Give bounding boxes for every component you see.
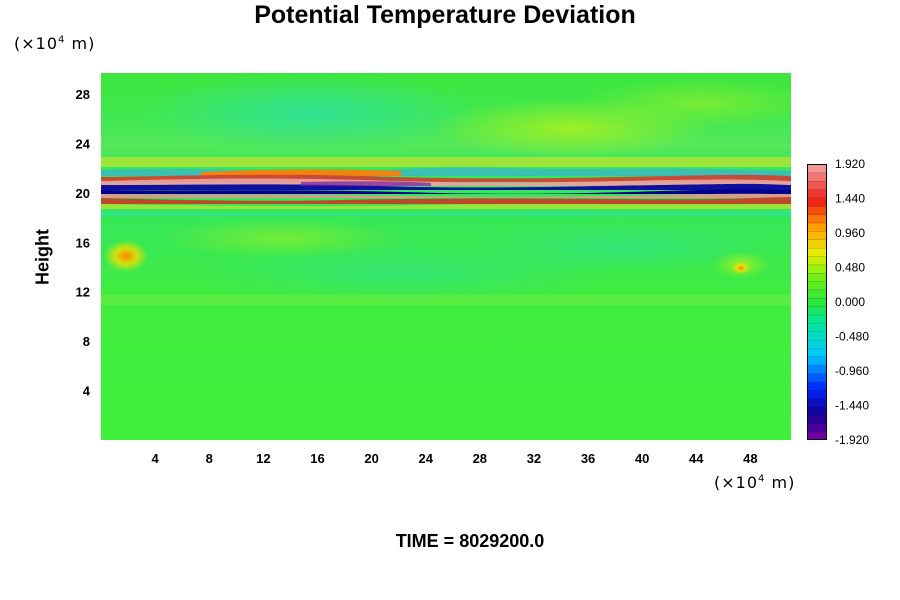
x-tick-label: 44: [689, 451, 704, 466]
x-axis-unit: (×104 m): [714, 473, 795, 492]
colorbar-tick-label: 1.920: [835, 157, 865, 171]
x-tick-label: 40: [635, 451, 649, 466]
field-feature: [101, 197, 791, 204]
colorbar-tick-label: -0.480: [835, 330, 869, 344]
x-tick-label: 48: [743, 451, 757, 466]
x-tick-label: 12: [256, 451, 270, 466]
colorbar-tick-label: 1.440: [835, 192, 865, 206]
field-feature: [101, 193, 791, 198]
colorbar: [807, 164, 827, 440]
x-tick-label: 8: [206, 451, 213, 466]
x-tick-label: 36: [581, 451, 595, 466]
field-feature: [101, 211, 791, 216]
field-feature: [581, 78, 791, 128]
colorbar-band: [807, 381, 827, 391]
x-tick-labels: 4 8 12 16 20 24 28 32 36 40 44 48: [152, 451, 758, 466]
colorbar-band: [807, 406, 827, 416]
colorbar-band: [807, 331, 827, 341]
colorbar-band: [807, 314, 827, 324]
field-feature: [104, 240, 148, 272]
colorbar-band: [807, 188, 827, 199]
colorbar-band: [807, 339, 827, 349]
y-tick-label: 12: [76, 285, 90, 300]
colorbar-band: [807, 272, 827, 282]
colorbar-band: [807, 222, 827, 232]
field-feature: [101, 295, 791, 305]
field-feature: [101, 189, 791, 194]
chart-title: Potential Temperature Deviation: [254, 1, 636, 29]
y-axis-label: Height: [32, 229, 53, 285]
x-tick-label: 16: [310, 451, 324, 466]
colorbar-tick-label: -0.960: [835, 364, 869, 378]
x-tick-label: 20: [364, 451, 378, 466]
y-tick-labels: 4 8 12 16 20 24 28: [76, 87, 91, 399]
colorbar-band: [807, 431, 827, 440]
colorbar-frame: [807, 164, 827, 440]
y-axis-unit: (×104 m): [14, 34, 95, 53]
y-unit-exponent: 4: [58, 34, 66, 46]
colorbar-tick-label: -1.920: [835, 433, 869, 447]
x-tick-label: 24: [418, 451, 433, 466]
colorbar-band: [807, 180, 827, 190]
colorbar-band: [807, 356, 827, 366]
colorbar-band: [807, 197, 827, 207]
colorbar-band: [807, 423, 827, 433]
colorbar-band: [807, 289, 827, 299]
y-unit-prefix: (×10: [14, 34, 59, 53]
x-unit-prefix: (×10: [714, 473, 759, 492]
colorbar-band: [807, 322, 827, 332]
x-unit-suffix: m): [765, 473, 796, 492]
x-tick-label: 4: [152, 451, 160, 466]
field-feature: [732, 262, 750, 274]
field-feature: [101, 157, 791, 167]
field-feature: [101, 178, 791, 186]
field-feature: [101, 204, 791, 209]
colorbar-band: [807, 372, 827, 383]
field-feature: [161, 218, 401, 258]
x-tick-label: 32: [527, 451, 541, 466]
colorbar-band: [807, 205, 827, 215]
colorbar-band: [807, 297, 827, 307]
field-feature: [201, 169, 401, 176]
colorbar-band: [807, 414, 827, 424]
colorbar-band: [807, 389, 827, 399]
y-tick-label: 28: [76, 87, 90, 102]
time-label: TIME = 8029200.0: [395, 531, 545, 551]
colorbar-band: [807, 239, 827, 249]
colorbar-band: [807, 397, 827, 408]
heatmap-plot: [101, 73, 791, 440]
colorbar-band: [807, 230, 827, 240]
y-tick-label: 20: [76, 186, 90, 201]
colorbar-tick-label: -1.440: [835, 399, 869, 413]
colorbar-tick-label: 0.000: [835, 295, 865, 309]
field-feature: [141, 73, 481, 153]
colorbar-band: [807, 280, 827, 291]
field-feature: [101, 183, 791, 190]
x-unit-exponent: 4: [758, 473, 766, 485]
colorbar-band: [807, 247, 827, 257]
colorbar-tick-labels: 1.920 1.440 0.960 0.480 0.000 -0.480 -0.960 -1.…: [835, 157, 869, 447]
colorbar-band: [807, 364, 827, 374]
field-feature: [301, 181, 431, 186]
colorbar-band: [807, 347, 827, 358]
y-tick-label: 24: [76, 136, 91, 151]
y-unit-suffix: m): [65, 34, 96, 53]
field-feature: [471, 223, 771, 273]
colorbar-tick-label: 0.960: [835, 226, 865, 240]
colorbar-band: [807, 305, 827, 316]
colorbar-band: [807, 213, 827, 224]
y-tick-label: 8: [83, 334, 90, 349]
colorbar-band: [807, 172, 827, 182]
colorbar-band: [807, 264, 827, 274]
y-tick-label: 16: [76, 235, 90, 250]
x-tick-label: 28: [473, 451, 487, 466]
y-tick-label: 4: [83, 384, 91, 399]
colorbar-band: [807, 164, 827, 174]
colorbar-band: [807, 255, 827, 266]
colorbar-tick-label: 0.480: [835, 261, 865, 275]
